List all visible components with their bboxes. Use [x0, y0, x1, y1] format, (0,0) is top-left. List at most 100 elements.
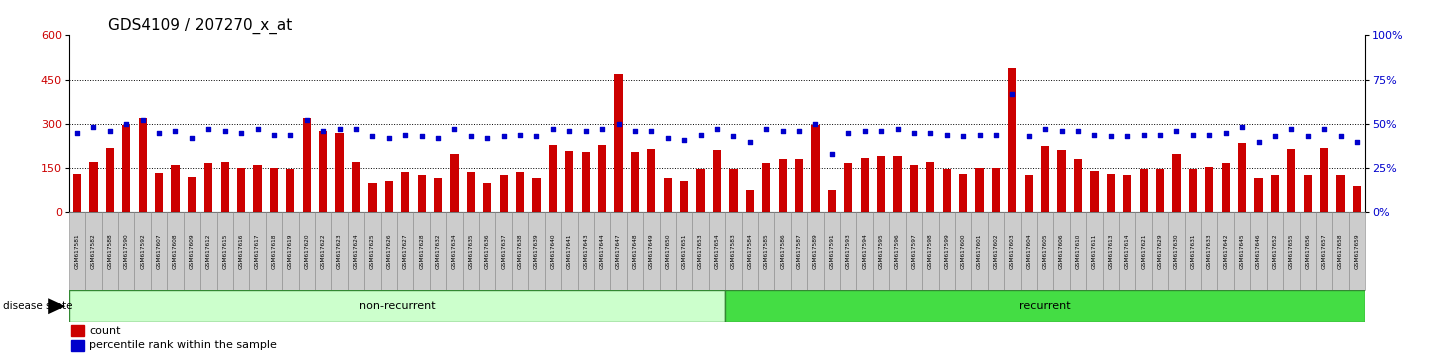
Text: GSM617605: GSM617605 [1043, 234, 1048, 269]
Text: GSM617625: GSM617625 [370, 234, 374, 269]
Text: GSM617638: GSM617638 [518, 234, 522, 269]
Text: GSM617595: GSM617595 [879, 234, 883, 269]
Text: GSM617647: GSM617647 [617, 234, 621, 269]
Bar [644, 212, 660, 290]
Bar [1156, 169, 1164, 212]
Text: GSM617582: GSM617582 [90, 234, 96, 269]
Point [640, 128, 663, 134]
Text: GSM617652: GSM617652 [1272, 234, 1278, 269]
Text: GSM617601: GSM617601 [977, 234, 982, 269]
Bar [1271, 175, 1279, 212]
Point [771, 128, 794, 134]
Point [66, 130, 89, 136]
Point [410, 133, 433, 139]
Bar [1136, 212, 1152, 290]
Point [935, 132, 958, 137]
Bar [594, 212, 611, 290]
Text: GSM617648: GSM617648 [632, 234, 638, 269]
Bar [397, 212, 413, 290]
Bar [430, 212, 446, 290]
Text: recurrent: recurrent [1020, 301, 1071, 311]
Bar [1349, 212, 1365, 290]
Bar [906, 212, 922, 290]
Text: GSM617624: GSM617624 [354, 234, 358, 269]
Point [492, 133, 515, 139]
Bar [779, 159, 787, 212]
Point [1100, 133, 1123, 139]
Bar [561, 212, 578, 290]
Bar [463, 212, 479, 290]
Bar [1004, 212, 1021, 290]
Bar [660, 212, 675, 290]
Text: GSM617640: GSM617640 [551, 234, 555, 269]
Bar [496, 212, 512, 290]
Text: GSM617599: GSM617599 [944, 234, 949, 269]
Text: GSM617658: GSM617658 [1338, 234, 1344, 269]
Text: GSM617588: GSM617588 [108, 234, 112, 269]
Bar [631, 152, 640, 212]
Bar [298, 212, 315, 290]
Bar [873, 212, 889, 290]
Bar [774, 212, 790, 290]
Bar [516, 172, 525, 212]
Bar [1288, 149, 1295, 212]
Point [1329, 133, 1352, 139]
Bar [413, 212, 430, 290]
Point [1215, 130, 1238, 136]
Bar [1123, 175, 1131, 212]
Point [1345, 139, 1368, 144]
Text: GSM617584: GSM617584 [747, 234, 753, 269]
Bar [693, 212, 708, 290]
Point [574, 128, 597, 134]
Text: GSM617604: GSM617604 [1027, 234, 1031, 269]
Point [1001, 91, 1024, 97]
Bar [1304, 175, 1312, 212]
Bar [479, 212, 496, 290]
Bar [1103, 212, 1119, 290]
Point [1116, 133, 1139, 139]
Point [657, 135, 680, 141]
Point [837, 130, 860, 136]
Point [163, 128, 186, 134]
Bar [270, 167, 278, 212]
Text: GSM617635: GSM617635 [469, 234, 473, 269]
Bar [823, 212, 840, 290]
Point [787, 128, 810, 134]
Bar [549, 145, 556, 212]
Point [509, 132, 532, 137]
Bar [746, 190, 754, 212]
Bar [155, 172, 163, 212]
Bar [282, 212, 298, 290]
Point [952, 133, 975, 139]
Bar [759, 212, 774, 290]
Bar [713, 150, 721, 212]
Bar [680, 181, 688, 212]
Text: GSM617644: GSM617644 [599, 234, 605, 269]
Bar [726, 290, 1365, 322]
Text: GSM617585: GSM617585 [764, 234, 769, 269]
Point [985, 132, 1008, 137]
Text: GSM617593: GSM617593 [846, 234, 850, 269]
Bar [1119, 212, 1136, 290]
Point [247, 126, 270, 132]
Bar [1184, 212, 1202, 290]
Bar [72, 325, 83, 336]
Bar [118, 212, 135, 290]
Point [591, 126, 614, 132]
Bar [348, 212, 364, 290]
Bar [417, 175, 426, 212]
Text: GSM617630: GSM617630 [1174, 234, 1179, 269]
Point [525, 133, 548, 139]
Bar [1222, 163, 1230, 212]
Bar [975, 168, 984, 212]
Bar [1332, 212, 1349, 290]
Bar [614, 74, 622, 212]
Point [262, 132, 285, 137]
Text: GDS4109 / 207270_x_at: GDS4109 / 207270_x_at [108, 18, 293, 34]
Text: GSM617614: GSM617614 [1124, 234, 1130, 269]
Text: GSM617631: GSM617631 [1190, 234, 1196, 269]
Bar [971, 212, 988, 290]
Text: GSM617592: GSM617592 [141, 234, 145, 269]
Bar [303, 118, 311, 212]
Bar [1107, 174, 1114, 212]
